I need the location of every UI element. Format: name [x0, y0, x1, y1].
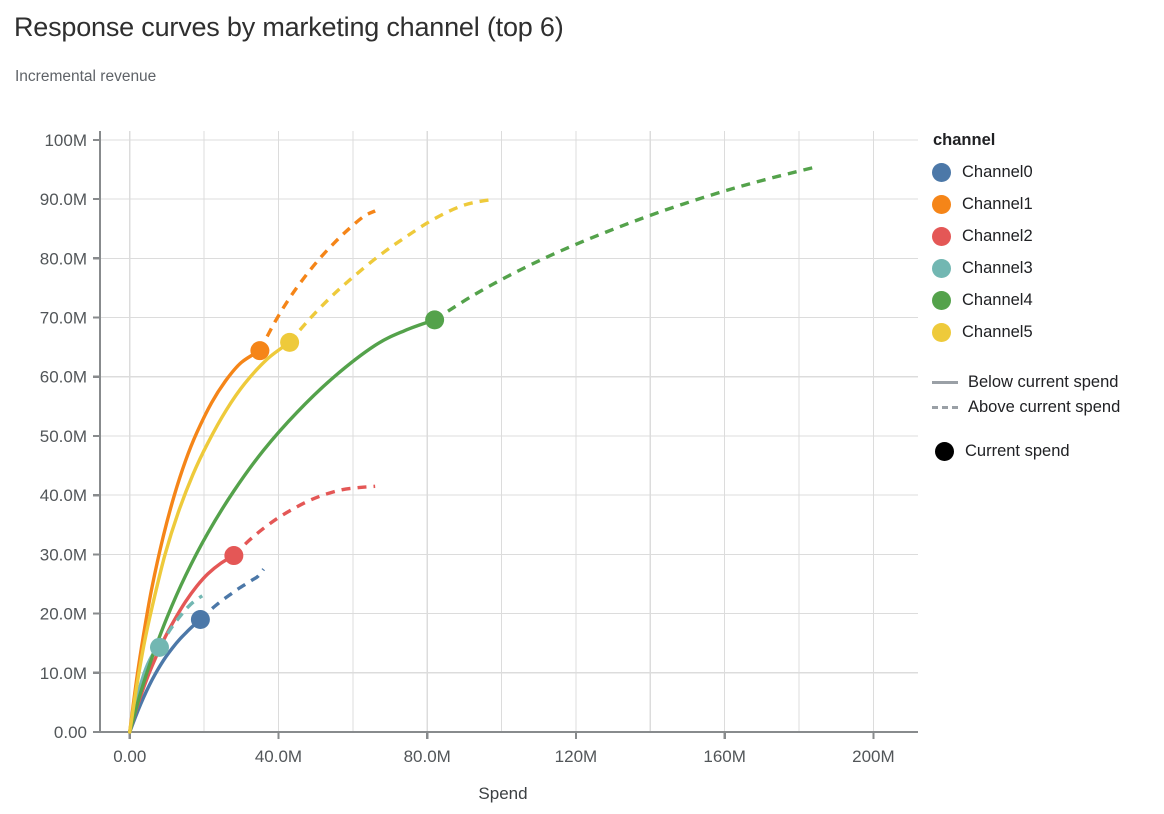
- curve-above-current-spend-channel1: [258, 209, 376, 352]
- current-spend-point-channel0[interactable]: [190, 609, 210, 629]
- legend-item-channel4[interactable]: Channel4: [932, 284, 1162, 316]
- solid-line-icon: [932, 381, 958, 384]
- legend-item-channel3[interactable]: Channel3: [932, 252, 1162, 284]
- legend-item-label: Channel3: [962, 258, 1033, 277]
- legend-style-label: Below current spend: [968, 373, 1119, 391]
- current-spend-point-channel2[interactable]: [224, 546, 244, 566]
- legend-point-label: Current spend: [965, 441, 1070, 460]
- curve-above-current-spend-channel0: [199, 568, 265, 621]
- y-tick-label: 40.0M: [40, 486, 87, 505]
- curve-above-current-spend-channel3: [158, 594, 204, 649]
- y-tick-label: 0.00: [54, 723, 87, 742]
- y-tick-label: 50.0M: [40, 427, 87, 446]
- chart-subtitle: Incremental revenue: [15, 68, 157, 85]
- dashed-line-icon: [932, 406, 958, 409]
- x-axis-title: Spend: [478, 784, 527, 803]
- page-title: Response curves by marketing channel (to…: [14, 12, 564, 42]
- x-tick-label: 0.00: [113, 747, 146, 766]
- curve-below-current-spend-channel1: [128, 348, 262, 734]
- x-tick-label: 160M: [703, 747, 746, 766]
- curve-below-current-spend-channel4: [128, 318, 437, 734]
- legend-swatch-circle-icon: [932, 226, 951, 246]
- curve-above-current-spend-channel2: [232, 484, 376, 557]
- curve-below-current-spend-channel0: [128, 617, 203, 734]
- curve-below-current-spend-channel5: [128, 340, 292, 734]
- legend-item-label: Channel0: [962, 162, 1033, 181]
- legend-item-label: Channel1: [962, 194, 1033, 213]
- x-tick-label: 80.0M: [404, 747, 451, 766]
- filled-circle-icon: [935, 441, 954, 461]
- x-tick-label: 40.0M: [255, 747, 302, 766]
- y-tick-label: 100M: [44, 131, 87, 150]
- x-tick-label: 120M: [555, 747, 598, 766]
- legend-swatch-circle-icon: [932, 162, 951, 182]
- curve-above-current-spend-channel5: [288, 197, 495, 344]
- legend-item-label: Channel5: [962, 322, 1033, 341]
- legend-swatch-circle-icon: [932, 290, 951, 310]
- current-spend-point-channel4[interactable]: [425, 310, 445, 330]
- legend-style-group: Below current spend Above current spend: [932, 370, 1162, 420]
- y-tick-label: 80.0M: [40, 249, 87, 268]
- legend-item-channel1[interactable]: Channel1: [932, 188, 1162, 220]
- legend-item-channel2[interactable]: Channel2: [932, 220, 1162, 252]
- y-tick-label: 30.0M: [40, 545, 87, 564]
- legend-item-channel5[interactable]: Channel5: [932, 316, 1162, 348]
- legend-style-item-solid[interactable]: Below current spend: [932, 370, 1162, 395]
- current-spend-point-channel3[interactable]: [149, 637, 169, 657]
- legend-style-item-dashed[interactable]: Above current spend: [932, 395, 1162, 420]
- y-tick-label: 60.0M: [40, 368, 87, 387]
- current-spend-point-channel1[interactable]: [250, 341, 270, 361]
- series-lines: [128, 164, 819, 734]
- legend-style-label: Above current spend: [968, 398, 1121, 416]
- curve-above-current-spend-channel4: [433, 164, 819, 322]
- current-spend-point-channel5[interactable]: [280, 332, 300, 352]
- current-spend-points: [149, 310, 445, 657]
- legend-point-group: Current spend: [932, 435, 1162, 467]
- legend-point-item-current-spend[interactable]: Current spend: [932, 435, 1162, 467]
- y-tick-label: 20.0M: [40, 605, 87, 624]
- gridlines: [100, 131, 918, 733]
- tick-labels: 0.00 10.0M 20.0M 30.0M 40.0M 50.0M 60.0M 70.0M 8…: [40, 131, 895, 766]
- y-tick-label: 70.0M: [40, 309, 87, 328]
- x-tick-label: 200M: [852, 747, 895, 766]
- legend: channel Channel0 Channel1 Channel2 Channel3…: [932, 131, 1162, 467]
- legend-swatch-circle-icon: [932, 322, 951, 342]
- legend-title: channel: [933, 131, 996, 149]
- legend-swatch-circle-icon: [932, 258, 951, 278]
- legend-item-label: Channel2: [962, 226, 1033, 245]
- legend-item-label: Channel4: [962, 290, 1033, 309]
- y-tick-label: 90.0M: [40, 190, 87, 209]
- legend-channel-group: Channel0 Channel1 Channel2 Channel3 Channel4…: [932, 156, 1162, 348]
- axes: [93, 131, 918, 739]
- legend-swatch-circle-icon: [932, 194, 951, 214]
- legend-item-channel0[interactable]: Channel0: [932, 156, 1162, 188]
- y-tick-label: 10.0M: [40, 664, 87, 683]
